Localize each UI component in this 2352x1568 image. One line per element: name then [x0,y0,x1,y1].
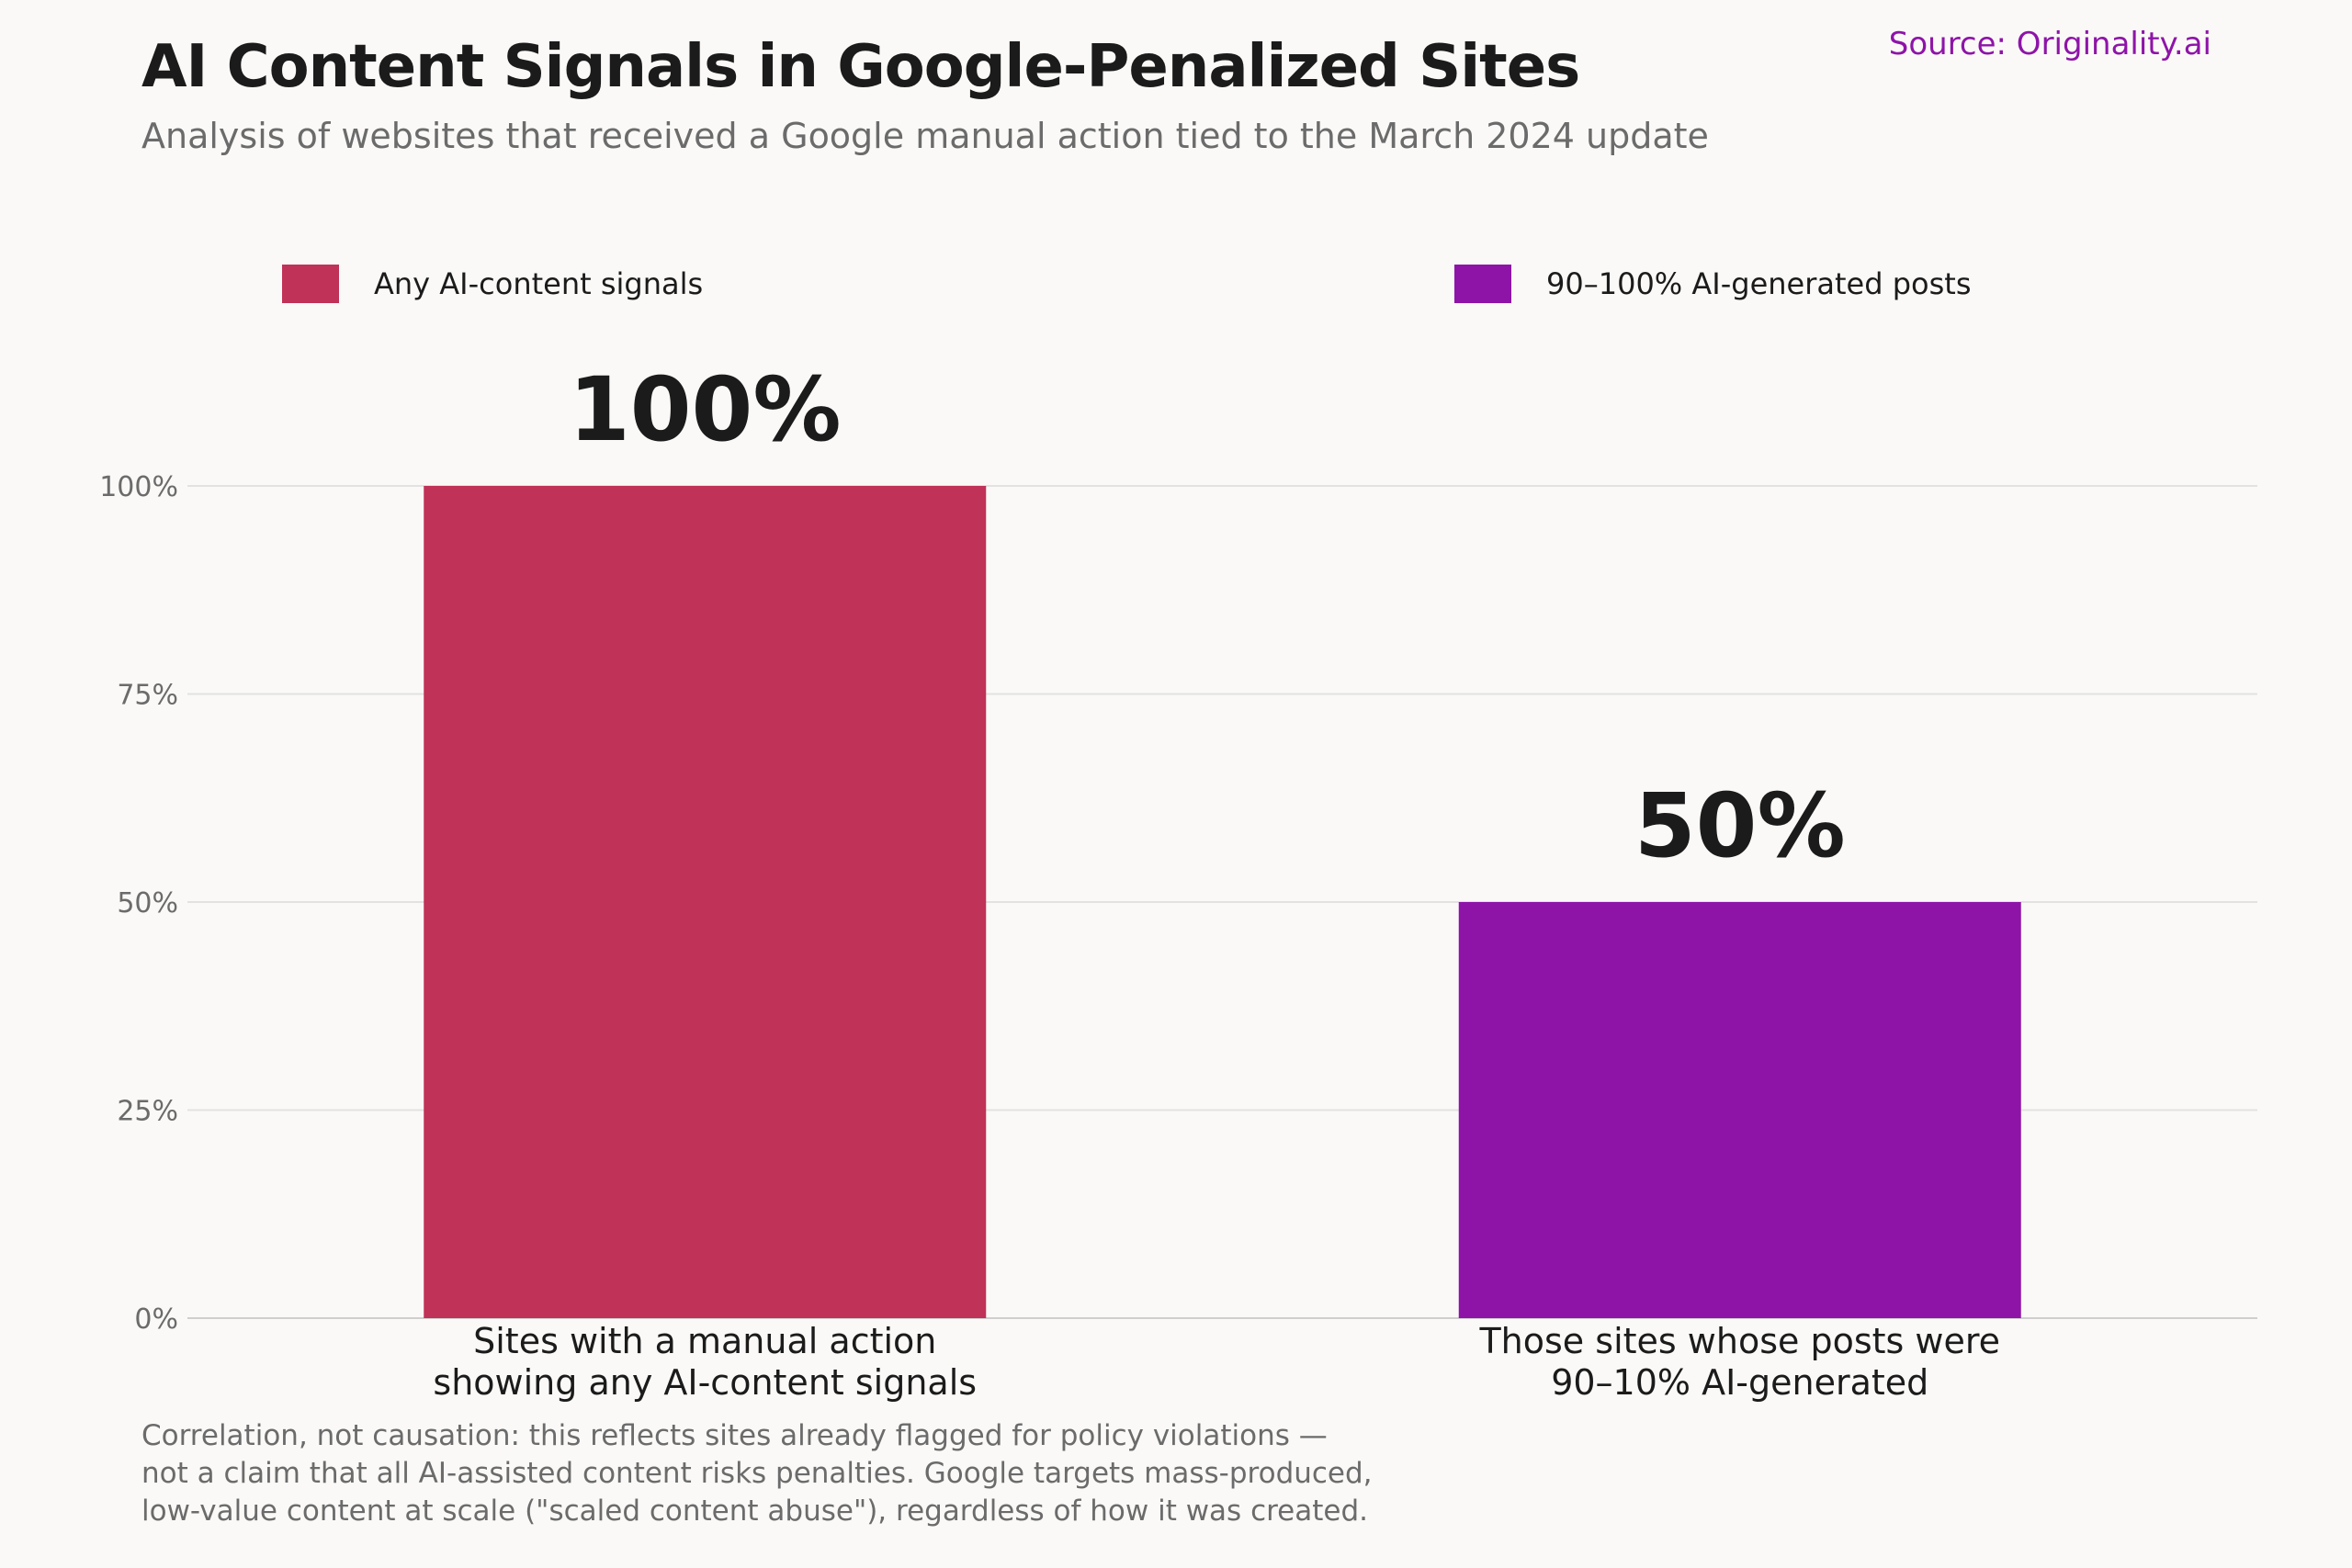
legend-item-ai-generated-posts: 90–100% AI-generated posts [1454,265,1971,303]
y-tick-label: 50% [117,887,178,919]
chart-title: AI Content Signals in Google-Penalized S… [141,33,1580,101]
legend-label-any-ai-signals: Any AI-content signals [374,266,704,301]
y-tick-label: 0% [134,1303,178,1336]
footnote-line: Correlation, not causation: this reflect… [141,1419,1328,1452]
legend-swatch-ai-generated-posts [1454,265,1511,303]
legend-item-any-ai-signals: Any AI-content signals [282,265,703,303]
x-tick-label: showing any AI-content signals [433,1362,977,1403]
source-credit: Source: Originality.ai [1888,26,2211,62]
x-tick-label: 90–10% AI-generated [1551,1362,1928,1403]
bar [1458,902,2021,1318]
bar-value-label: 50% [1634,774,1846,877]
footnote-line: low-value content at scale ("scaled cont… [141,1495,1368,1528]
legend-swatch-any-ai-signals [282,265,339,303]
x-tick-label: Those sites whose posts were [1478,1321,2000,1361]
footnote-line: not a claim that all AI-assisted content… [141,1457,1373,1490]
footnote: Correlation, not causation: this reflect… [141,1417,1520,1530]
chart-subtitle: Analysis of websites that received a Goo… [141,116,1709,156]
bar-value-label: 100% [569,358,842,461]
y-tick-label: 100% [99,471,178,503]
y-tick-label: 75% [117,680,178,712]
legend-label-ai-generated-posts: 90–100% AI-generated posts [1546,266,1972,301]
x-tick-label: Sites with a manual action [473,1321,936,1361]
bar [424,486,987,1318]
y-tick-label: 25% [117,1096,178,1128]
